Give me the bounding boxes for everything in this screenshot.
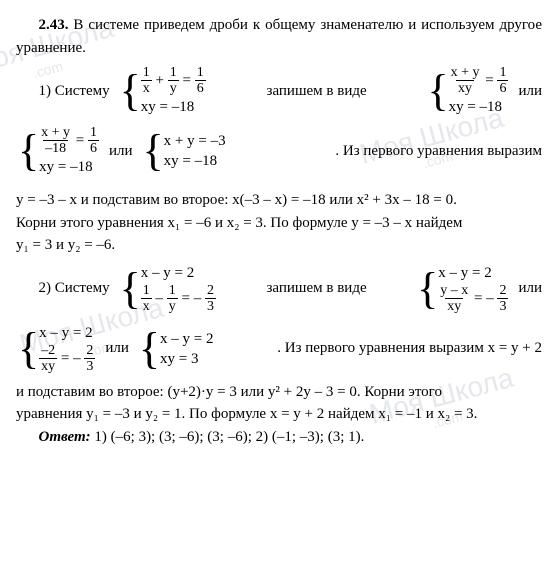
frac-den: xy	[39, 358, 57, 374]
frac-num: x + y	[39, 126, 72, 140]
op: = –	[182, 290, 202, 306]
frac-num: 2	[497, 284, 508, 298]
sys-row: x + y = –3	[164, 131, 226, 151]
part1-ys: y₁ = 3 и y₂ = –6.	[16, 234, 542, 257]
part1-mid: запишем в виде	[267, 80, 367, 103]
part2-mid: запишем в виде	[266, 277, 366, 300]
part2-sys-b: { x – y = 2 y – xxy = – 23	[417, 263, 508, 315]
frac-num: 1	[167, 284, 178, 298]
brace-icon: {	[18, 129, 39, 173]
part1-subst: y = –3 – x и подставим во второе: x(–3 –…	[16, 189, 542, 212]
sys-row: x – y = 2	[160, 329, 213, 349]
frac-num: 1	[168, 66, 179, 80]
part2-label: 2) Систему	[39, 277, 110, 300]
part2-subst: и подставим во второе: (y+2)·y = 3 или y…	[16, 381, 542, 404]
part1-line2: { x + y–18 = 16 xy = –18 или { x + y = –…	[16, 123, 542, 179]
frac-den: 6	[497, 80, 508, 96]
op: +	[156, 72, 164, 88]
problem-number: 2.43.	[39, 17, 69, 33]
page-content: 2.43. В системе приведем дроби к общему …	[0, 0, 558, 458]
part2-line2: { x – y = 2 –2xy = – 23 или { x – y = 2 …	[16, 321, 542, 377]
sys-row: x – y = 2	[438, 263, 508, 283]
part2-roots: уравнения y₁ = –3 и y₂ = 1. По формуле x…	[16, 403, 542, 426]
op: = –	[474, 290, 494, 306]
frac-den: 6	[88, 140, 99, 156]
brace-icon: {	[18, 327, 39, 371]
frac-num: 1	[141, 284, 152, 298]
part1-roots: Корни этого уравнения x₁ = –6 и x₂ = 3. …	[16, 212, 542, 235]
frac-den: y	[167, 298, 178, 314]
frac-num: 2	[84, 344, 95, 358]
frac-num: x + y	[449, 66, 482, 80]
frac-den: x	[141, 80, 152, 96]
brace-icon: {	[120, 267, 141, 311]
sys-row: xy = –18	[164, 151, 226, 171]
sys-row: x – y = 2	[141, 263, 216, 283]
frac-den: 6	[195, 80, 206, 96]
op: –	[156, 290, 164, 306]
frac-den: 3	[84, 358, 95, 374]
part2-sys-c: { x – y = 2 –2xy = – 23	[18, 323, 95, 375]
part1-sys-b: { x + yxy = 16 xy = –18	[427, 65, 508, 117]
sys-row: xy = –18	[449, 97, 509, 117]
part1-sys-a: { 1x + 1y = 16 xy = –18	[120, 65, 206, 117]
intro-text: В системе приведем дроби к общему знамен…	[16, 17, 542, 56]
op: =	[182, 72, 190, 88]
part1-sys-c: { x + y–18 = 16 xy = –18	[18, 125, 99, 177]
frac-num: 2	[205, 284, 216, 298]
or-text: или	[518, 277, 542, 300]
frac-num: 1	[195, 66, 206, 80]
part2-line1: 2) Систему { x – y = 2 1x – 1y = – 23 за…	[16, 261, 542, 317]
frac-den: x	[141, 298, 152, 314]
brace-icon: {	[427, 69, 448, 113]
part1-tail: . Из первого уравнения выразим	[335, 140, 542, 163]
frac-num: 1	[88, 126, 99, 140]
part1-line1: 1) Систему { 1x + 1y = 16 xy = –18 запиш…	[16, 63, 542, 119]
frac-den: xy	[445, 298, 463, 314]
frac-num: –2	[39, 344, 57, 358]
brace-icon: {	[120, 69, 141, 113]
brace-icon: {	[139, 327, 160, 371]
part2-tail: . Из первого уравнения выразим x = y + 2	[277, 337, 542, 360]
part2-sys-d: { x – y = 2 xy = 3	[139, 327, 214, 371]
sys-row: xy = –18	[39, 157, 99, 177]
op: =	[76, 132, 84, 148]
or-text: или	[109, 140, 133, 163]
sys-row: xy = –18	[141, 97, 206, 117]
part1-sys-d: { x + y = –3 xy = –18	[143, 129, 226, 173]
brace-icon: {	[417, 267, 438, 311]
frac-num: y – x	[438, 284, 470, 298]
frac-num: 1	[141, 66, 152, 80]
sys-row: x – y = 2	[39, 323, 95, 343]
answer-text: 1) (–6; 3); (3; –6); (3; –6); 2) (–1; –3…	[91, 429, 365, 445]
part1-label: 1) Систему	[39, 80, 110, 103]
frac-den: 3	[205, 298, 216, 314]
intro-para: 2.43. В системе приведем дроби к общему …	[16, 14, 542, 59]
sys-row: xy = 3	[160, 349, 213, 369]
frac-den: xy	[456, 80, 474, 96]
answer-line: Ответ: 1) (–6; 3); (3; –6); (3; –6); 2) …	[16, 426, 542, 449]
part2-sys-a: { x – y = 2 1x – 1y = – 23	[120, 263, 216, 315]
answer-label: Ответ:	[39, 429, 91, 445]
frac-den: y	[168, 80, 179, 96]
brace-icon: {	[143, 129, 164, 173]
frac-den: –18	[43, 140, 68, 156]
frac-den: 3	[497, 298, 508, 314]
or-text: или	[105, 337, 129, 360]
or-text: или	[518, 80, 542, 103]
frac-num: 1	[497, 66, 508, 80]
op: = –	[61, 350, 81, 366]
op: =	[485, 72, 493, 88]
